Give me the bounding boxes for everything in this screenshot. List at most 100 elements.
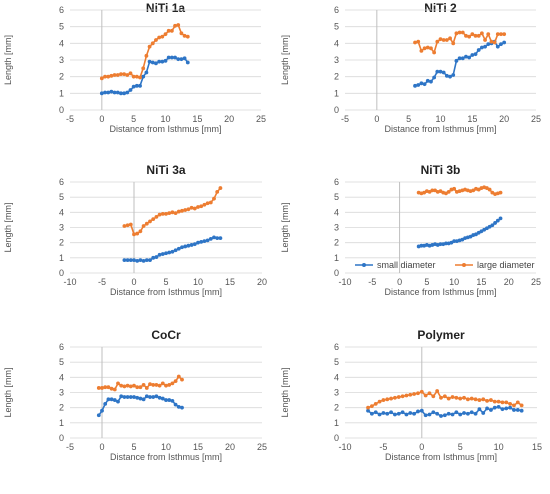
data-point bbox=[432, 75, 437, 80]
data-point bbox=[416, 39, 421, 44]
data-point bbox=[141, 66, 146, 71]
data-point bbox=[147, 44, 152, 49]
data-point bbox=[135, 385, 140, 390]
data-point bbox=[457, 30, 462, 35]
data-point bbox=[500, 407, 505, 412]
data-point bbox=[441, 70, 446, 75]
data-point bbox=[389, 396, 393, 401]
data-point bbox=[180, 245, 184, 250]
data-point bbox=[435, 69, 440, 74]
data-point bbox=[138, 258, 143, 263]
y-tick-label: 5 bbox=[334, 357, 339, 367]
data-point bbox=[148, 258, 152, 263]
data-point bbox=[196, 240, 200, 245]
data-point bbox=[404, 412, 409, 417]
y-tick-label: 0 bbox=[334, 105, 339, 115]
data-point bbox=[189, 243, 194, 247]
data-point bbox=[144, 53, 149, 58]
data-point bbox=[103, 74, 107, 79]
data-point bbox=[167, 383, 172, 387]
x-tick-label: 20 bbox=[257, 277, 267, 287]
data-point bbox=[473, 52, 478, 57]
x-tick-label: 10 bbox=[435, 114, 445, 124]
data-point bbox=[166, 55, 171, 60]
x-tick-label: 10 bbox=[161, 442, 171, 452]
data-point bbox=[473, 411, 478, 416]
x-tick-label: 20 bbox=[499, 114, 509, 124]
x-tick-label: -5 bbox=[368, 277, 376, 287]
data-point bbox=[167, 250, 172, 255]
y-tick-label: 0 bbox=[334, 433, 339, 443]
y-tick-label: 5 bbox=[334, 22, 339, 32]
data-point bbox=[499, 32, 503, 37]
y-axis-label: Length [mm] bbox=[280, 202, 290, 252]
data-point bbox=[96, 386, 101, 390]
data-point bbox=[469, 410, 474, 415]
data-point bbox=[169, 28, 174, 33]
x-tick-label: 0 bbox=[419, 442, 424, 452]
data-point bbox=[481, 411, 486, 415]
data-point bbox=[154, 383, 159, 387]
data-point bbox=[157, 383, 162, 388]
x-tick-label: 25 bbox=[531, 277, 541, 287]
data-point bbox=[515, 400, 520, 405]
data-point bbox=[442, 413, 447, 418]
chart-panel: NiTi 3a 0 1 2 3 4 5 6 -10 -5 0 5 10 15 20 Distance from… bbox=[3, 163, 267, 297]
data-point bbox=[173, 379, 178, 384]
y-tick-label: 6 bbox=[334, 342, 339, 352]
data-point bbox=[134, 83, 139, 88]
data-point bbox=[431, 410, 436, 415]
data-point bbox=[125, 223, 130, 228]
data-point bbox=[99, 91, 104, 96]
data-point bbox=[470, 53, 475, 57]
data-point bbox=[100, 408, 104, 413]
data-point bbox=[408, 411, 413, 415]
y-tick-label: 2 bbox=[59, 238, 64, 248]
data-point bbox=[192, 242, 197, 247]
y-tick-label: 6 bbox=[59, 342, 64, 352]
y-tick-label: 0 bbox=[59, 433, 64, 443]
data-point bbox=[412, 392, 417, 396]
data-point bbox=[419, 408, 424, 413]
data-point bbox=[160, 396, 165, 401]
data-point bbox=[373, 401, 378, 406]
data-point bbox=[416, 391, 420, 396]
data-point bbox=[444, 38, 449, 42]
data-point bbox=[462, 411, 466, 415]
chart-title: NiTi 2 bbox=[424, 1, 457, 15]
data-point bbox=[400, 394, 405, 399]
data-point bbox=[495, 44, 500, 49]
data-point bbox=[160, 211, 165, 216]
data-point bbox=[389, 410, 393, 415]
data-point bbox=[132, 395, 136, 399]
data-point bbox=[366, 408, 370, 413]
data-point bbox=[176, 57, 181, 62]
data-point bbox=[144, 386, 149, 390]
data-point bbox=[170, 249, 175, 254]
x-tick-label: 15 bbox=[192, 114, 202, 124]
y-tick-label: 6 bbox=[334, 5, 339, 15]
data-point bbox=[425, 78, 430, 83]
data-point bbox=[454, 395, 459, 400]
data-point bbox=[416, 83, 421, 87]
y-tick-label: 0 bbox=[334, 268, 339, 278]
y-tick-label: 6 bbox=[59, 177, 64, 187]
data-point bbox=[144, 221, 149, 226]
data-point bbox=[512, 408, 516, 412]
data-point bbox=[508, 401, 513, 406]
y-tick-label: 2 bbox=[334, 238, 339, 248]
data-point bbox=[186, 243, 191, 248]
data-point bbox=[385, 397, 390, 402]
data-point bbox=[205, 201, 210, 206]
data-point bbox=[496, 405, 501, 409]
data-point bbox=[469, 396, 474, 401]
data-point bbox=[473, 33, 478, 38]
data-point bbox=[393, 395, 397, 400]
data-point bbox=[125, 395, 130, 399]
data-point bbox=[451, 73, 456, 77]
x-tick-label: 10 bbox=[449, 277, 459, 287]
y-tick-label: 4 bbox=[59, 207, 64, 217]
data-point bbox=[132, 232, 136, 237]
data-point bbox=[148, 382, 152, 387]
